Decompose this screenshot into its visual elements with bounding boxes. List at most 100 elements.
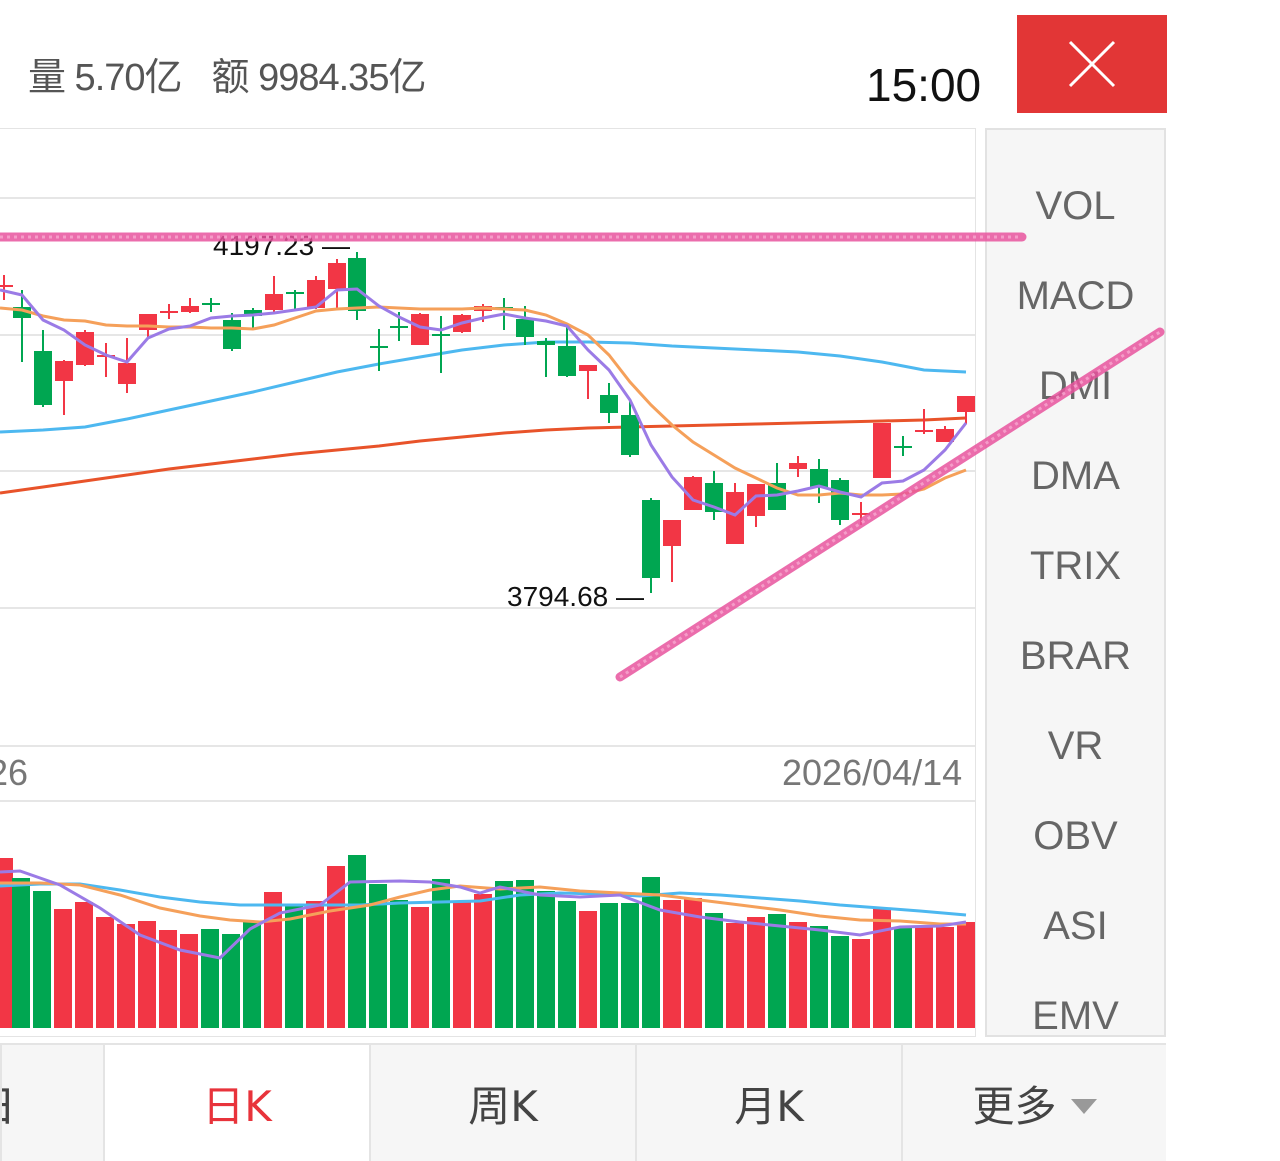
candle-body — [726, 492, 744, 544]
candle — [537, 338, 555, 377]
volume-bar — [684, 898, 702, 1028]
candle — [894, 436, 912, 456]
candle-body — [286, 292, 304, 294]
candle — [621, 400, 639, 457]
volume-bar — [663, 900, 681, 1028]
candle — [160, 304, 178, 319]
candle-body — [558, 346, 576, 376]
volume-bar — [642, 877, 660, 1028]
tab-intraday[interactable]: 日 — [0, 1043, 103, 1161]
indicator-macd[interactable]: MACD — [1016, 274, 1135, 318]
candle — [516, 306, 534, 345]
volume-bar — [831, 936, 849, 1028]
volume-bar — [348, 855, 366, 1028]
candle — [663, 520, 681, 582]
tab-monthly-k[interactable]: 月K — [635, 1043, 901, 1161]
volume-bar — [453, 902, 471, 1028]
candle — [432, 316, 450, 373]
candle — [558, 327, 576, 377]
candle-body — [537, 341, 555, 345]
candle-body — [894, 446, 912, 448]
dropdown-caret-icon — [1070, 1098, 1097, 1114]
candle-body — [831, 480, 849, 520]
date-axis-end: 2026/04/14 — [782, 752, 963, 793]
candle-body — [852, 513, 870, 515]
volume-bar — [390, 900, 408, 1028]
candle — [307, 276, 325, 309]
candle — [265, 276, 283, 312]
volume-bar — [327, 866, 345, 1028]
candle-body — [810, 469, 828, 487]
indicator-trix[interactable]: TRIX — [1029, 544, 1122, 588]
candle-body — [118, 363, 136, 384]
candle — [852, 502, 870, 525]
tab-label: 日K — [202, 1081, 272, 1131]
tab-daily-k[interactable]: 日K — [103, 1043, 369, 1161]
indicator-emv[interactable]: EMV — [1032, 994, 1119, 1037]
ma20-line — [0, 340, 967, 434]
volume-bar — [243, 922, 261, 1028]
candle — [181, 298, 199, 313]
volume-bar — [537, 891, 555, 1028]
candle — [0, 275, 13, 300]
candle — [642, 498, 660, 593]
candle-body — [181, 306, 199, 312]
candle — [118, 338, 136, 393]
volume-stat: 量 5.70亿 — [28, 57, 183, 99]
volume-bar — [936, 927, 954, 1028]
volume-bar — [789, 922, 807, 1028]
candle-body — [55, 361, 73, 381]
candle — [873, 423, 891, 478]
amount-stat: 额 9984.35亿 — [211, 57, 427, 99]
indicator-asi[interactable]: ASI — [1043, 904, 1108, 948]
indicator-obv[interactable]: OBV — [1033, 814, 1118, 858]
indicator-vr[interactable]: VR — [1047, 724, 1104, 768]
volume-bar — [894, 927, 912, 1028]
volume-bar — [915, 927, 933, 1028]
indicator-dmi[interactable]: DMI — [1038, 364, 1113, 408]
high-price-label: 4197.23 — — [213, 230, 350, 261]
date-axis-start: 26 — [0, 752, 29, 793]
volume-bar — [600, 903, 618, 1028]
volume-bar — [75, 902, 93, 1028]
volume-bar — [33, 891, 51, 1028]
volume-bar — [621, 903, 639, 1028]
candle — [244, 308, 262, 329]
indicator-brar[interactable]: BRAR — [1019, 634, 1132, 678]
volume-bar — [432, 879, 450, 1028]
indicator-dma[interactable]: DMA — [1031, 454, 1120, 498]
volume-bar — [558, 901, 576, 1028]
tab-label: 更多 — [972, 1081, 1057, 1131]
tab-weekly-k[interactable]: 周K — [369, 1043, 635, 1161]
volume-bar — [138, 921, 156, 1028]
candle-body — [432, 334, 450, 336]
tab-more[interactable]: 更多 — [901, 1043, 1166, 1161]
indicator-vol[interactable]: VOL — [1035, 184, 1116, 228]
volume-bar — [810, 926, 828, 1028]
candle — [831, 478, 849, 525]
candle-body — [789, 463, 807, 469]
candle — [97, 343, 115, 377]
candle — [202, 298, 220, 312]
candle-body — [600, 395, 618, 413]
volume-bar — [705, 913, 723, 1028]
volume-bar — [54, 909, 72, 1028]
volume-bar — [159, 930, 177, 1028]
close-button[interactable] — [1017, 15, 1167, 113]
candle-body — [663, 520, 681, 546]
volume-bar — [516, 880, 534, 1028]
candle — [55, 360, 73, 415]
time-label: 15:00 — [866, 59, 982, 111]
candle-body — [390, 326, 408, 328]
period-tabbar: 日 日K 周K 月K 更多 — [0, 1043, 1166, 1161]
volume-bar — [579, 911, 597, 1028]
candle-body — [34, 351, 52, 405]
candle-body — [915, 430, 933, 432]
tab-label: 月K — [734, 1081, 804, 1131]
candle — [600, 383, 618, 423]
volume-bar — [474, 894, 492, 1028]
volume-bar — [180, 934, 198, 1028]
candle-body — [957, 396, 975, 412]
volume-bar — [96, 917, 114, 1028]
volume-bar — [264, 892, 282, 1028]
